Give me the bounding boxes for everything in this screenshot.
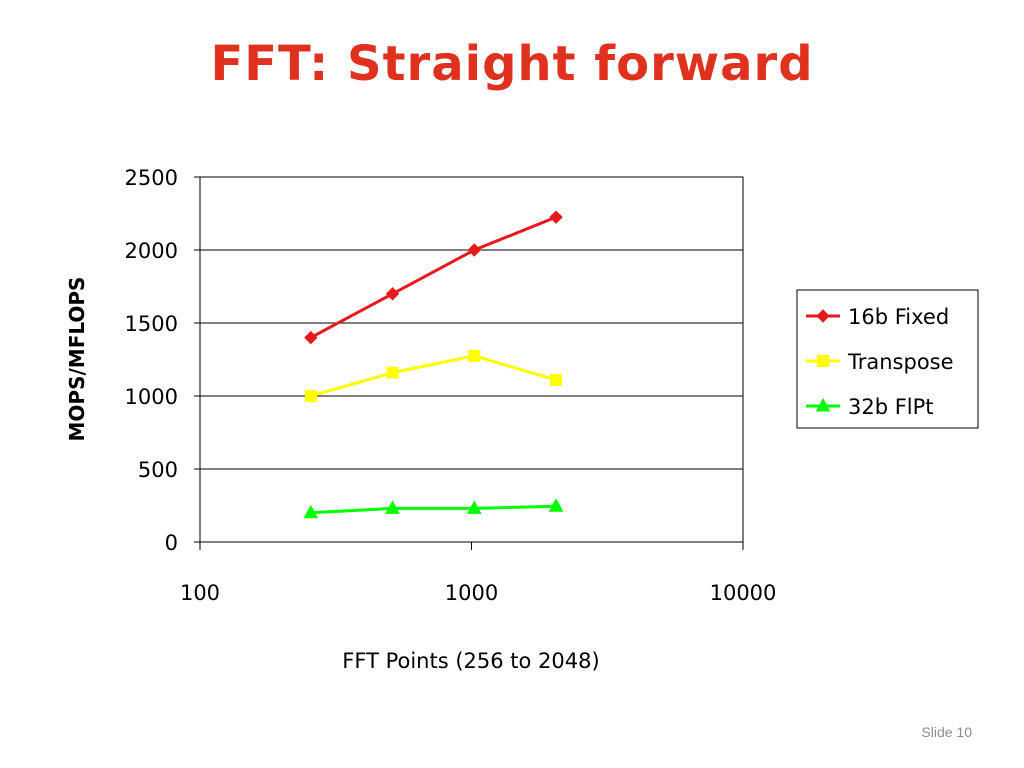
x-tick-label: 100 [180, 581, 220, 605]
y-tick-label: 0 [165, 531, 178, 555]
data-point [549, 210, 563, 224]
data-point [550, 373, 563, 386]
legend-entry: 32b FlPt [806, 395, 934, 419]
y-tick-label: 1000 [125, 385, 178, 409]
data-point [467, 243, 482, 257]
y-axis-title: MOPS/MFLOPS [65, 277, 89, 442]
legend-entry: 16b Fixed [806, 305, 949, 329]
series-layer [303, 210, 564, 519]
data-point [468, 349, 481, 362]
legend-marker [817, 355, 829, 367]
x-tick-label: 10000 [710, 581, 777, 605]
legend: 16b Fixed Transpose 32b FlPt [796, 289, 979, 429]
series-16b-fixed [304, 210, 563, 345]
data-point [548, 498, 564, 512]
x-axis-title: FFT Points (256 to 2048) [342, 649, 599, 673]
series-transpose [304, 349, 563, 402]
series-line [310, 504, 557, 515]
series-line [310, 354, 557, 398]
data-point [304, 330, 318, 345]
y-tick-label: 1500 [125, 312, 178, 336]
y-tick-label: 500 [138, 458, 178, 482]
axes: 0 500 1000 1500 2000 2500 100 1000 10000 [125, 166, 777, 605]
data-point [385, 500, 400, 514]
data-point [386, 366, 399, 379]
data-point [303, 504, 319, 519]
legend-marker [815, 397, 831, 412]
legend-entries: 16b Fixed Transpose 32b FlPt [806, 305, 954, 419]
y-tick-label: 2000 [125, 239, 178, 263]
slide-number-value: 10 [956, 724, 972, 740]
legend-label: Transpose [847, 350, 954, 374]
legend-label: 16b Fixed [848, 305, 949, 329]
slide-title: FFT: Straight forward [210, 36, 814, 92]
data-point [466, 500, 482, 514]
slide-number: Slide 10 [921, 724, 972, 740]
series-32b-flpt [303, 498, 564, 519]
slide-number-prefix: Slide [921, 724, 953, 740]
x-tick-label: 1000 [445, 581, 498, 605]
legend-marker [816, 309, 830, 323]
legend-label: 32b FlPt [848, 395, 934, 419]
legend-entry: Transpose [806, 350, 954, 374]
series-line [310, 215, 557, 339]
data-point [304, 390, 317, 402]
y-tick-label: 2500 [125, 166, 178, 190]
data-point [385, 287, 400, 301]
